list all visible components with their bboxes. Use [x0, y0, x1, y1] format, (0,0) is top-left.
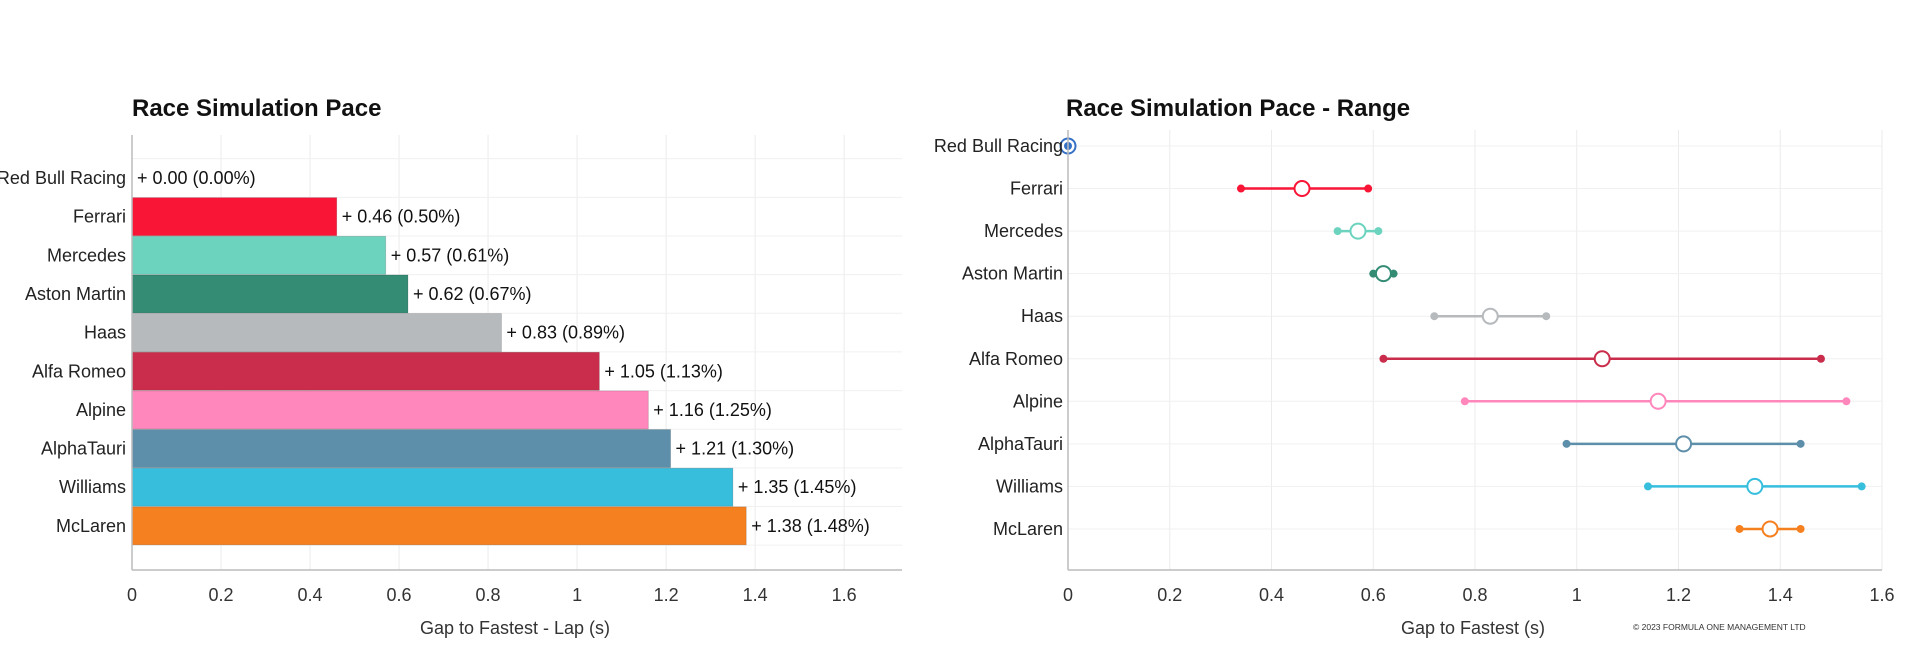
- range-chart-category-label: Haas: [1021, 306, 1063, 326]
- bar-chart-x-tick-label: 1: [572, 585, 582, 605]
- bar-data-label: + 0.62 (0.67%): [413, 284, 532, 304]
- range-chart-x-tick-label: 0.6: [1361, 585, 1386, 605]
- bar-chart-x-tick-label: 0: [127, 585, 137, 605]
- range-chart-category-label: McLaren: [993, 519, 1063, 539]
- bar-chart-title: Race Simulation Pace: [132, 95, 381, 122]
- range-max-point-ferrari: [1364, 184, 1373, 193]
- bar-chart-x-axis-label: Gap to Fastest - Lap (s): [420, 618, 610, 638]
- bar-data-label: + 1.35 (1.45%): [738, 477, 857, 497]
- range-min-point-alphatauri: [1562, 439, 1571, 448]
- bar-data-label: + 0.00 (0.00%): [137, 168, 256, 188]
- bar-chart-x-tick-label: 1.6: [832, 585, 857, 605]
- range-mid-point-williams: [1746, 477, 1764, 495]
- range-min-point-williams: [1643, 482, 1652, 491]
- bar-chart-category-label: AlphaTauri: [41, 439, 126, 459]
- range-chart-title: Race Simulation Pace - Range: [1066, 95, 1410, 122]
- range-max-point-williams: [1857, 482, 1866, 491]
- range-chart-category-label: Williams: [996, 476, 1063, 496]
- bar-chart-category-label: Haas: [84, 323, 126, 343]
- range-chart-marks: [1059, 137, 1866, 538]
- range-chart-x-tick-label: 0.4: [1259, 585, 1284, 605]
- bar-chart-category-label: Alfa Romeo: [32, 361, 126, 381]
- range-chart-axes: 0 0.2 0.4 0.6 0.8 1 1.2 1.4 1.6 Red Bull Racing Fe…: [934, 130, 1895, 605]
- bar-chart-bars: + 0.00 (0.00%) + 0.46 (0.50%) + 0.57 (0.61…: [131, 168, 870, 546]
- range-chart-x-tick-label: 1.2: [1666, 585, 1691, 605]
- bar-chart-category-label: Williams: [59, 477, 126, 497]
- range-chart-pace: Race Simulation Pace - Range 0 0.2 0.4 0.6 0…: [934, 95, 1895, 638]
- bar-alphatauri: [131, 429, 671, 468]
- range-chart-category-label: Alfa Romeo: [969, 349, 1063, 369]
- copyright-notice: © 2023 FORMULA ONE MANAGEMENT LTD: [1633, 622, 1806, 632]
- range-chart-x-tick-label: 0: [1063, 585, 1073, 605]
- bar-data-label: + 1.38 (1.48%): [751, 516, 870, 536]
- range-chart-x-axis-label: Gap to Fastest (s): [1401, 618, 1545, 638]
- range-max-point-alpine: [1842, 397, 1851, 406]
- bar-chart-axes: 0 0.2 0.4 0.6 0.8 1 1.2 1.4 1.6 Red Bull Racing Fe…: [0, 135, 902, 605]
- bar-haas: [131, 313, 502, 353]
- range-max-point-mercedes: [1374, 227, 1383, 236]
- bar-chart-category-label: Ferrari: [73, 207, 126, 227]
- bar-chart-x-tick-label: 1.4: [743, 585, 768, 605]
- range-max-point-mclaren: [1796, 524, 1805, 533]
- bar-chart-x-tick-label: 1.2: [654, 585, 679, 605]
- range-chart-x-tick-label: 1: [1572, 585, 1582, 605]
- range-min-point-ferrari: [1236, 184, 1245, 193]
- range-chart-x-tick-label: 1.4: [1768, 585, 1793, 605]
- bar-data-label: + 1.21 (1.30%): [676, 439, 795, 459]
- range-min-point-mercedes: [1333, 227, 1342, 236]
- bar-chart-category-label: McLaren: [56, 516, 126, 536]
- range-min-point-mclaren: [1735, 524, 1744, 533]
- range-chart-grid: [1068, 130, 1883, 570]
- range-min-point-haas: [1430, 312, 1439, 321]
- range-mid-point-mercedes: [1349, 222, 1367, 240]
- range-min-point-alpine: [1460, 397, 1469, 406]
- bar-chart-category-label: Red Bull Racing: [0, 168, 126, 188]
- bar-data-label: + 0.57 (0.61%): [391, 245, 510, 265]
- bar-chart-category-label: Mercedes: [47, 245, 126, 265]
- range-chart-x-tick-label: 0.2: [1157, 585, 1182, 605]
- bar-data-label: + 1.05 (1.13%): [604, 361, 723, 381]
- range-max-point-alfa-romeo: [1816, 354, 1825, 363]
- range-chart-category-label: AlphaTauri: [978, 434, 1063, 454]
- bar-alpine: [131, 390, 649, 430]
- range-chart-category-label: Aston Martin: [962, 264, 1063, 284]
- range-mid-point-aston-martin: [1374, 265, 1392, 283]
- bar-williams: [131, 467, 734, 507]
- range-chart-category-label: Mercedes: [984, 221, 1063, 241]
- bar-data-label: + 1.16 (1.25%): [653, 400, 772, 420]
- range-mid-point-mclaren: [1761, 520, 1779, 538]
- bar-chart-x-tick-label: 0.6: [387, 585, 412, 605]
- range-mid-point-alpine: [1649, 392, 1667, 410]
- bar-chart-category-label: Aston Martin: [25, 284, 126, 304]
- bar-data-label: + 0.46 (0.50%): [342, 207, 461, 227]
- bar-mclaren: [131, 506, 747, 546]
- range-chart-x-tick-label: 1.6: [1869, 585, 1894, 605]
- range-max-point-alphatauri: [1796, 439, 1805, 448]
- range-chart-category-label: Red Bull Racing: [934, 136, 1063, 156]
- bar-chart-category-label: Alpine: [76, 400, 126, 420]
- bar-chart-x-tick-label: 0.8: [476, 585, 501, 605]
- bar-alfa-romeo: [131, 351, 600, 391]
- bar-chart-pace: Race Simulation Pace + 0.00 (0.00%) + 0.4…: [0, 95, 902, 638]
- range-min-point-alfa-romeo: [1379, 354, 1388, 363]
- range-mid-point-alfa-romeo: [1593, 350, 1611, 368]
- range-mid-point-ferrari: [1293, 180, 1311, 198]
- bar-chart-grid: [132, 135, 902, 570]
- bar-aston-martin: [131, 274, 409, 314]
- bar-data-label: + 0.83 (0.89%): [506, 323, 625, 343]
- range-mid-point-alphatauri: [1675, 435, 1693, 453]
- bar-ferrari: [131, 197, 338, 237]
- range-mid-point-haas: [1481, 307, 1499, 325]
- range-chart-category-label: Ferrari: [1010, 179, 1063, 199]
- range-chart-category-label: Alpine: [1013, 391, 1063, 411]
- range-max-point-haas: [1542, 312, 1551, 321]
- bar-mercedes: [131, 235, 387, 275]
- range-chart-x-tick-label: 0.8: [1462, 585, 1487, 605]
- bar-chart-x-tick-label: 0.2: [209, 585, 234, 605]
- bar-chart-x-tick-label: 0.4: [298, 585, 323, 605]
